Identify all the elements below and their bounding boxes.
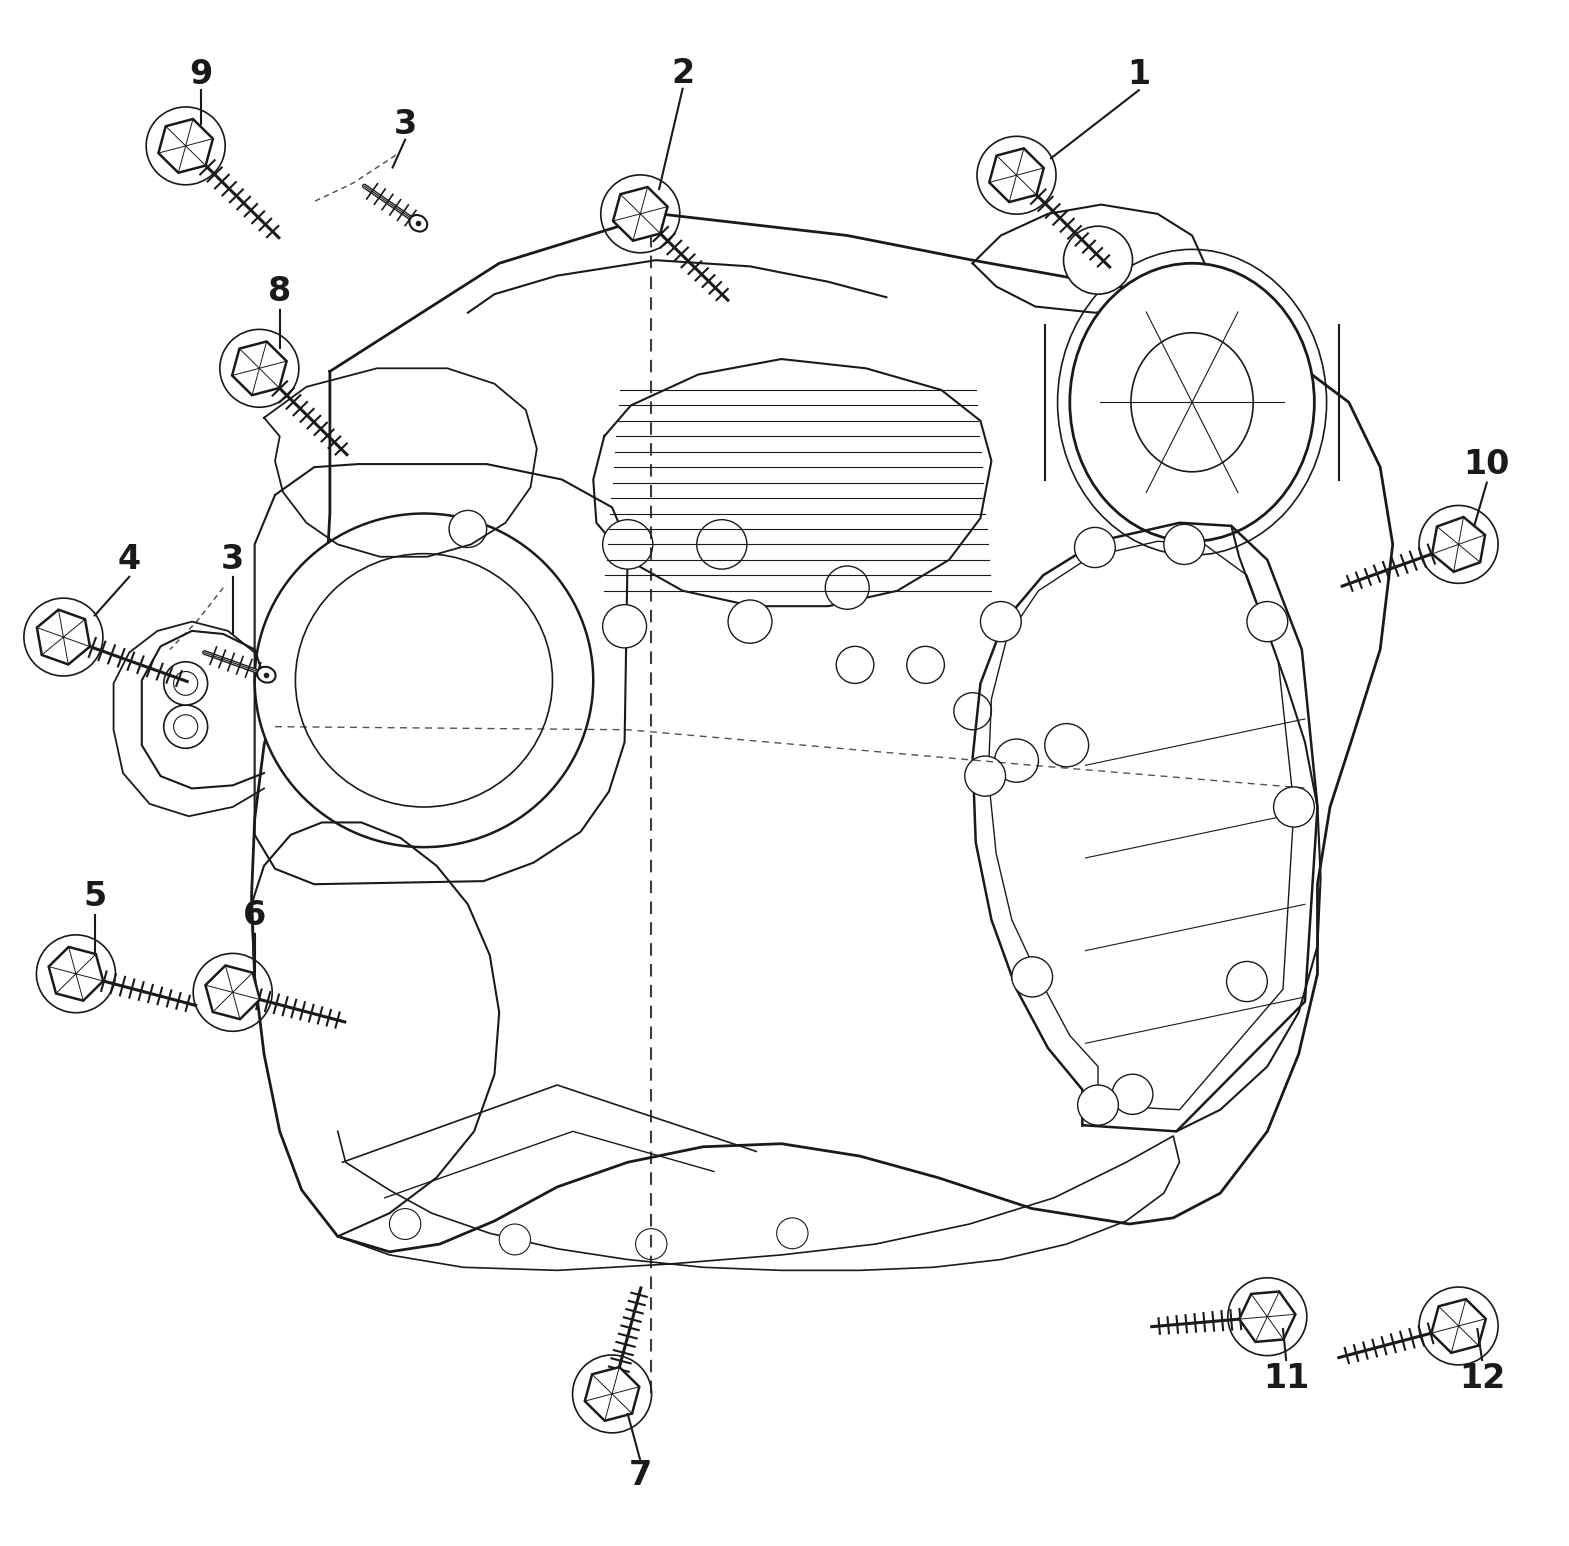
Circle shape [389, 1209, 420, 1240]
Circle shape [728, 600, 772, 643]
Circle shape [995, 739, 1039, 782]
Circle shape [697, 519, 747, 569]
Polygon shape [613, 187, 667, 241]
Circle shape [1064, 226, 1133, 294]
Text: 3: 3 [394, 108, 417, 141]
Circle shape [981, 601, 1021, 642]
Text: 5: 5 [83, 880, 107, 914]
Circle shape [965, 756, 1006, 796]
Polygon shape [1431, 1299, 1486, 1353]
Circle shape [174, 671, 198, 696]
Text: 12: 12 [1459, 1362, 1505, 1394]
Polygon shape [49, 948, 104, 1000]
Circle shape [954, 693, 992, 730]
Circle shape [602, 519, 653, 569]
Circle shape [602, 604, 646, 648]
Circle shape [295, 553, 552, 807]
Ellipse shape [257, 666, 276, 683]
Circle shape [1164, 524, 1205, 564]
Circle shape [1075, 527, 1116, 567]
Polygon shape [1432, 516, 1486, 572]
Text: 6: 6 [243, 898, 267, 932]
Circle shape [1112, 1074, 1153, 1115]
Circle shape [836, 646, 874, 683]
Circle shape [777, 1218, 808, 1249]
Ellipse shape [1070, 263, 1315, 541]
Polygon shape [988, 148, 1043, 203]
Polygon shape [38, 609, 89, 665]
Circle shape [1247, 601, 1288, 642]
Circle shape [1227, 962, 1268, 1002]
Text: 2: 2 [672, 57, 693, 90]
Polygon shape [206, 966, 260, 1019]
Text: 1: 1 [1127, 59, 1150, 91]
Polygon shape [585, 1367, 639, 1421]
Text: 4: 4 [118, 543, 141, 577]
Circle shape [1274, 787, 1315, 827]
Circle shape [1045, 724, 1089, 767]
Ellipse shape [410, 215, 427, 232]
Polygon shape [158, 119, 213, 173]
Polygon shape [1240, 1291, 1296, 1342]
Text: 3: 3 [221, 543, 245, 577]
Circle shape [907, 646, 945, 683]
Circle shape [1012, 957, 1053, 997]
Circle shape [825, 566, 869, 609]
Circle shape [163, 705, 207, 748]
Circle shape [449, 510, 486, 547]
Text: 11: 11 [1263, 1362, 1309, 1394]
Circle shape [499, 1224, 530, 1255]
Text: 9: 9 [190, 59, 213, 91]
Text: 7: 7 [629, 1459, 651, 1492]
Text: 10: 10 [1464, 448, 1509, 481]
Polygon shape [232, 342, 287, 396]
Ellipse shape [1131, 332, 1254, 472]
Circle shape [1078, 1085, 1119, 1125]
Text: 8: 8 [268, 275, 292, 308]
Circle shape [163, 662, 207, 705]
Circle shape [174, 714, 198, 739]
Circle shape [635, 1229, 667, 1260]
Circle shape [254, 513, 593, 847]
